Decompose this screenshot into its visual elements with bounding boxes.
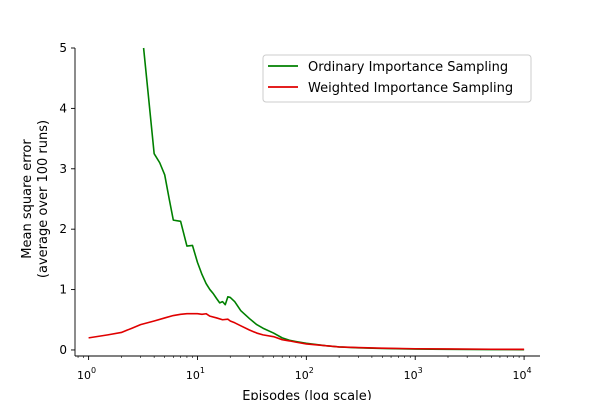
x-axis-label: Episodes (log scale) [242, 389, 372, 400]
y-axis-label-line1: Mean square error [20, 139, 35, 259]
y-axis-label-line2: (average over 100 runs) [36, 120, 51, 278]
x-tick-exponent: 0 [91, 366, 96, 375]
x-tick-exponent: 2 [309, 366, 314, 375]
x-tick-label: 104 [513, 366, 532, 382]
y-tick-label: 5 [59, 41, 67, 55]
legend-frame [262, 54, 532, 103]
x-ticks: 100 101 102 103 104 [77, 356, 532, 382]
legend-label-ordinary: Ordinary Importance Sampling [308, 60, 508, 75]
series-line-1 [88, 312, 525, 351]
y-tick-label: 3 [59, 162, 67, 176]
y-tick-label: 0 [59, 343, 67, 357]
legend: Ordinary Importance Sampling Weighted Im… [262, 54, 532, 103]
y-tick-label: 1 [59, 283, 67, 297]
x-tick-label: 103 [404, 366, 423, 382]
legend-label-weighted: Weighted Importance Sampling [308, 81, 513, 96]
x-tick-exponent: 4 [527, 366, 532, 375]
x-tick-label: 100 [77, 366, 96, 382]
x-tick-exponent: 1 [200, 366, 205, 375]
y-tick-label: 4 [59, 101, 67, 115]
y-ticks: 0 1 2 3 4 5 [59, 41, 75, 357]
y-tick-label: 2 [59, 222, 67, 236]
series-layer [88, 47, 525, 351]
x-tick-label: 101 [186, 366, 205, 382]
x-tick-label: 102 [295, 366, 314, 382]
x-tick-exponent: 3 [418, 366, 423, 375]
